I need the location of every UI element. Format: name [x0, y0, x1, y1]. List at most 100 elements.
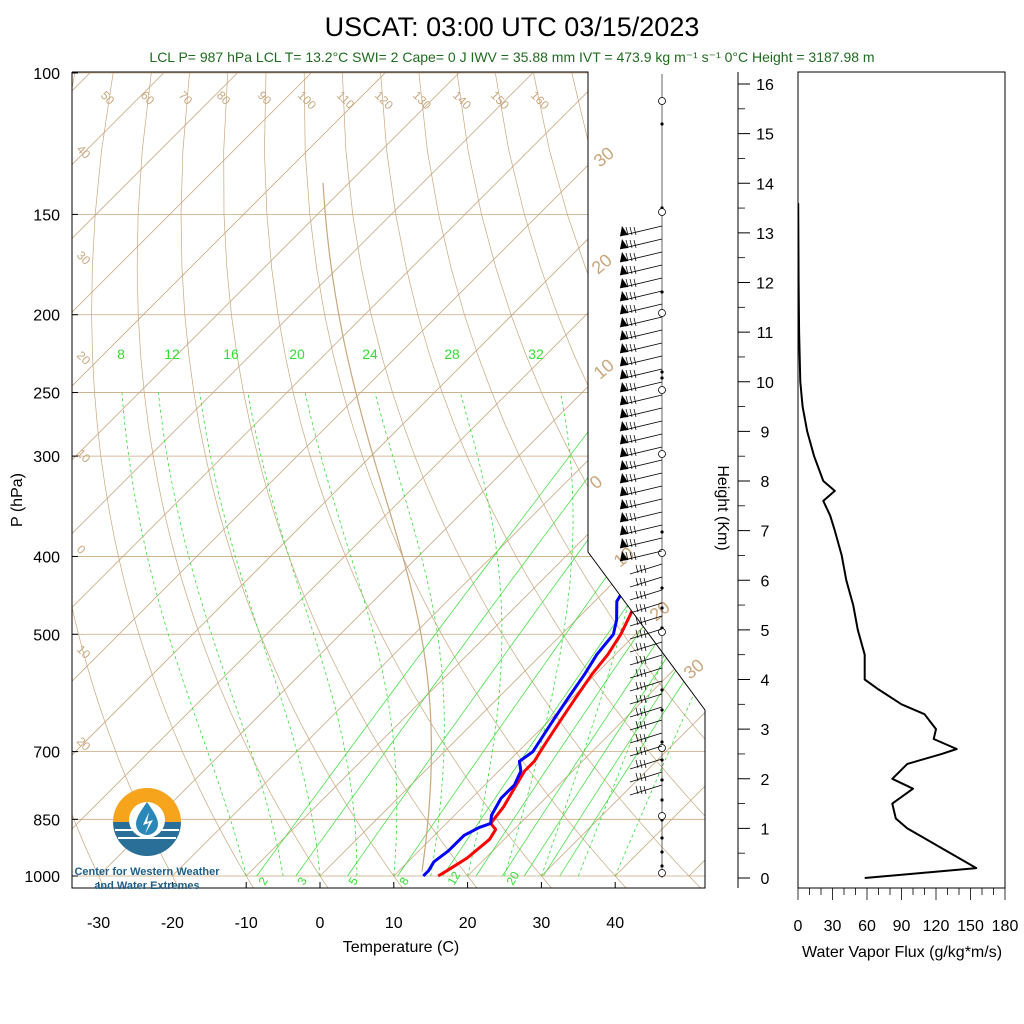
x-tick-label: 30	[533, 915, 551, 932]
wind-barb-pennant	[620, 265, 628, 275]
x-tick-label: 10	[385, 915, 403, 932]
isotherm-line	[763, 73, 1024, 876]
wind-barb-feather	[643, 616, 647, 626]
wind-barb-feather	[629, 265, 633, 275]
flux-x-tick-label: 0	[794, 918, 803, 935]
wind-barb-feather	[639, 642, 643, 652]
wind-dot	[660, 376, 664, 380]
flux-y-tick-label: 16	[756, 77, 774, 94]
skew-t-panel: 50 60 70 80 90 100 110 120 130 140 150 160403020100…	[9, 66, 1024, 956]
dry-adiabat-line	[72, 72, 108, 888]
wind-barb-feather	[635, 629, 639, 639]
mixing-ratio-label: 8	[117, 346, 125, 362]
wind-barb	[629, 602, 663, 614]
flux-y-tick-label: 14	[756, 176, 774, 193]
y-tick-label: 300	[33, 449, 60, 466]
isotherm-line	[72, 72, 607, 877]
wind-barb-feather	[625, 434, 629, 444]
wind-barb-feather	[625, 239, 629, 249]
wind-barb	[629, 641, 663, 653]
isotherm-line	[98, 72, 705, 877]
wind-barb-feather	[629, 486, 633, 496]
wind-barb-feather	[633, 408, 637, 418]
wind-dot	[660, 586, 664, 590]
isotherm-label: 140	[450, 88, 474, 112]
wind-barb-feather	[629, 473, 633, 483]
wind-dot	[660, 778, 664, 782]
wind-barb-pennant	[620, 330, 628, 340]
wind-barb-feather	[625, 382, 629, 392]
wind-barb-pennant	[620, 226, 628, 236]
dry-adiabat-line	[533, 72, 705, 888]
wind-barb-feather	[629, 525, 633, 535]
wind-barb-feather	[639, 668, 643, 678]
y-tick-label: 150	[33, 207, 60, 224]
wind-barb-pennant	[620, 512, 628, 522]
wind-barb	[629, 576, 663, 588]
wind-barb-feather	[625, 395, 629, 405]
wind-barb-feather	[635, 759, 639, 769]
isotherm-label: 20	[74, 348, 94, 368]
wind-barb-pennant	[620, 538, 628, 548]
wind-barb-feather	[633, 252, 637, 262]
wind-barb-feather	[635, 564, 639, 574]
wind-calm-marker	[658, 450, 666, 458]
dry-adiabat-line	[916, 73, 1024, 893]
wind-barb-feather	[625, 421, 629, 431]
isotherm-label: 20	[74, 734, 94, 754]
wind-barb-feather	[629, 369, 633, 379]
wind-barb-feather	[633, 512, 637, 522]
wind-barb-feather	[629, 395, 633, 405]
wind-barb-feather	[625, 408, 629, 418]
wind-barb-feather	[629, 356, 633, 366]
wind-barb-pennant	[620, 304, 628, 314]
isotherm-line	[172, 72, 705, 877]
moist-adiabat-line	[541, 392, 663, 877]
flux-x-tick-label: 60	[858, 918, 876, 935]
isotherm-label: 70	[176, 88, 196, 108]
dry-adiabat-line	[725, 73, 1024, 893]
dry-adiabat-line	[609, 72, 705, 888]
moist-adiabat-line	[374, 392, 445, 877]
wind-barb-feather	[625, 343, 629, 353]
wind-barb-feather	[643, 785, 647, 795]
wind-barb-feather	[643, 668, 647, 678]
flux-line	[798, 203, 978, 879]
wind-dot	[660, 758, 664, 762]
wind-barb-feather	[625, 512, 629, 522]
x-tick-label: -20	[161, 915, 184, 932]
wind-barb-feather	[639, 629, 643, 639]
wind-barb-feather	[629, 382, 633, 392]
wind-barb-feather	[633, 278, 637, 288]
wind-barb-pennant	[620, 239, 628, 249]
isotherm-line	[72, 72, 312, 877]
flux-y-tick-label: 2	[761, 772, 770, 789]
wind-barb-pennant	[620, 369, 628, 379]
wind-barb-feather	[633, 382, 637, 392]
moist-adiabat-line	[304, 392, 398, 877]
wind-barb-feather	[625, 538, 629, 548]
mixing-ratio-line	[397, 378, 705, 877]
chart-title: USCAT: 03:00 UTC 03/15/2023	[325, 12, 700, 42]
wind-barb-feather	[625, 278, 629, 288]
wind-barb-feather	[635, 681, 639, 691]
wind-barb-pennant	[620, 291, 628, 301]
isotherm-label: 30	[680, 655, 708, 683]
isotherm-label: 160	[528, 88, 552, 112]
wind-barb-feather	[633, 330, 637, 340]
isotherm-line	[245, 72, 705, 877]
wind-barb-feather	[633, 525, 637, 535]
skew-t-frame	[71, 71, 706, 889]
x-tick-label: -30	[87, 915, 110, 932]
isotherm-line	[393, 72, 705, 877]
wind-barb-feather	[639, 616, 643, 626]
flux-y-tick-label: 4	[761, 673, 770, 690]
wind-barb-feather	[625, 499, 629, 509]
wind-barb-feather	[635, 785, 639, 795]
wind-barb-feather	[625, 486, 629, 496]
mixing-ratio-line	[295, 378, 663, 877]
moist-adiabat-line	[614, 392, 705, 877]
x-tick-label: -10	[235, 915, 258, 932]
